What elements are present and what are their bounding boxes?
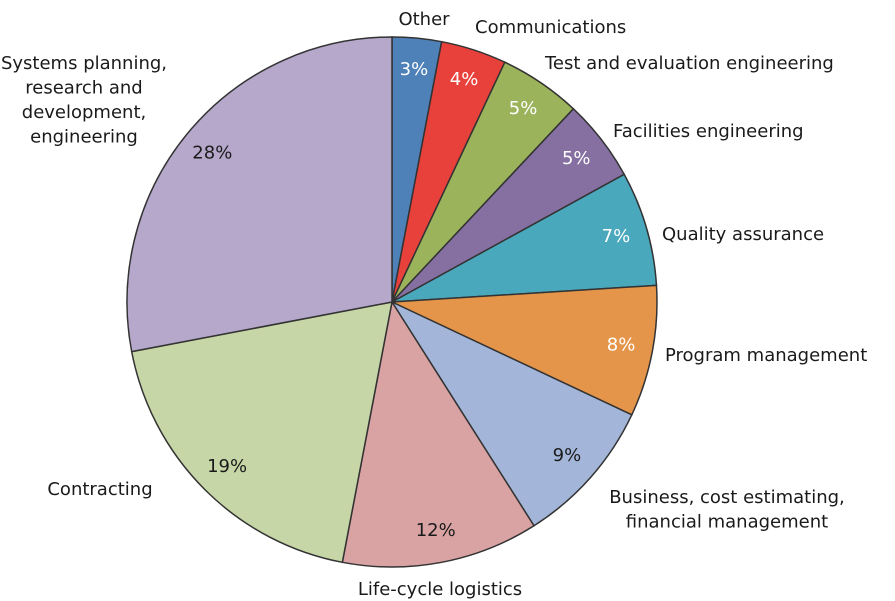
- value-label: 3%: [400, 59, 429, 80]
- category-label: Program management: [665, 345, 867, 366]
- value-label: 4%: [450, 69, 479, 90]
- value-label: 5%: [562, 148, 591, 169]
- value-label: 28%: [192, 142, 232, 163]
- category-label: Contracting: [47, 479, 152, 500]
- value-label: 12%: [416, 520, 456, 541]
- pie-slice: [130, 301, 393, 564]
- category-label: Other: [398, 9, 450, 30]
- category-label: Life-cycle logistics: [358, 579, 522, 600]
- value-label: 9%: [553, 445, 582, 466]
- pie-slice: [389, 300, 633, 527]
- pie-slice: [391, 284, 658, 416]
- category-label: Systems planning, research and development…: [1, 53, 167, 148]
- category-label: Test and evaluation engineering: [544, 53, 834, 74]
- pie-slice: [341, 299, 536, 568]
- value-label: 19%: [207, 456, 247, 477]
- value-label: 5%: [509, 98, 538, 119]
- category-label: Communications: [475, 17, 626, 38]
- pie-slice: [126, 36, 393, 353]
- pie-slice: [391, 173, 658, 303]
- value-label: 8%: [607, 335, 636, 356]
- category-label: Facilities engineering: [613, 121, 804, 142]
- category-label: Business, cost estimating, financial mana…: [609, 487, 845, 533]
- category-label: Quality assurance: [662, 224, 824, 245]
- value-label: 7%: [602, 226, 631, 247]
